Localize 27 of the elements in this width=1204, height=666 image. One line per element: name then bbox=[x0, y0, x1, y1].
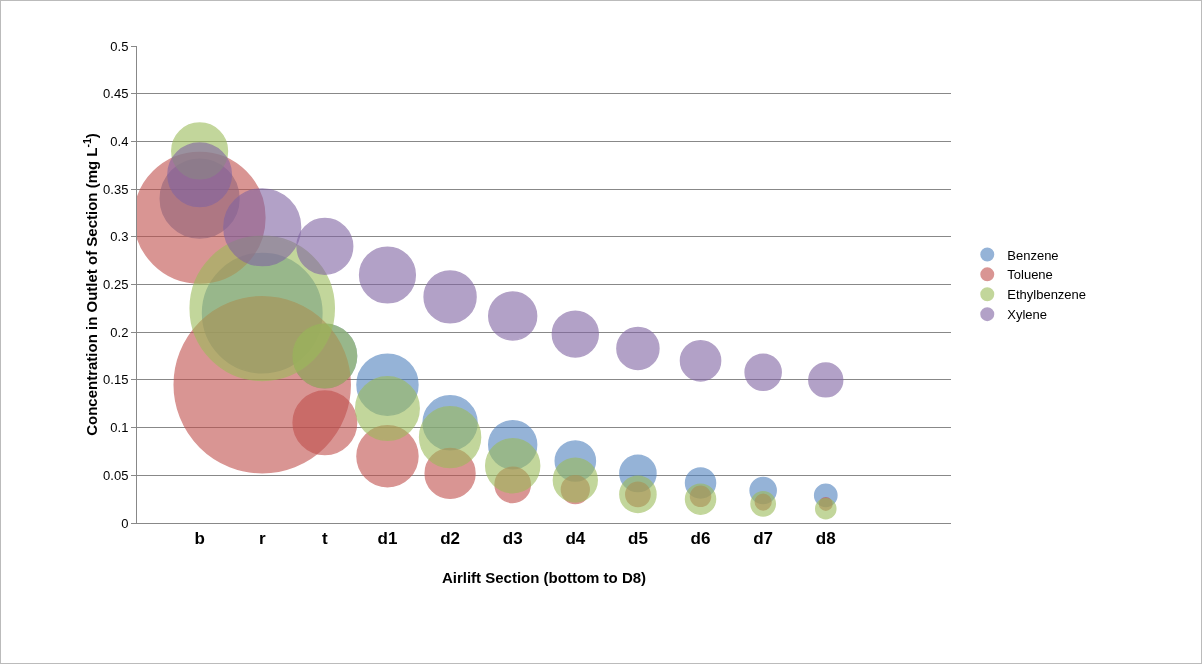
y-tick-label: 0.3 bbox=[110, 229, 129, 245]
y-tick-label: 0.5 bbox=[110, 38, 129, 54]
y-tick-label: 0.45 bbox=[103, 86, 129, 102]
legend-label: Ethylbenzene bbox=[1007, 287, 1087, 303]
x-tick-label: d5 bbox=[628, 529, 648, 549]
y-tick-label: 0.15 bbox=[103, 372, 129, 388]
y-tick-label: 0.2 bbox=[110, 324, 129, 340]
x-tick-label: d3 bbox=[502, 529, 523, 549]
y-tick-label: 0.25 bbox=[103, 277, 129, 293]
y-tick-label: 0 bbox=[121, 515, 129, 531]
legend-label: Xylene bbox=[1007, 307, 1048, 323]
x-tick-label: d8 bbox=[815, 529, 836, 549]
y-tick-label: 0.05 bbox=[103, 467, 129, 483]
x-tick-label: r bbox=[258, 529, 266, 549]
y-tick-label: 0.1 bbox=[110, 420, 129, 436]
x-tick-label: d4 bbox=[565, 529, 586, 549]
y-tick-label: 0.4 bbox=[110, 133, 129, 149]
x-tick-label: t bbox=[322, 529, 329, 549]
x-tick-label: d7 bbox=[753, 529, 774, 549]
x-tick-label: d1 bbox=[377, 529, 398, 549]
legend-label: Benzene bbox=[1007, 247, 1059, 263]
x-axis-title: Airlift Section (bottom to D8) bbox=[441, 569, 647, 587]
y-tick-label: 0.35 bbox=[103, 181, 129, 197]
x-tick-label: b bbox=[194, 529, 205, 549]
legend-label: Toluene bbox=[1007, 267, 1053, 283]
x-tick-label: d2 bbox=[440, 529, 460, 549]
x-tick-label: d6 bbox=[690, 529, 711, 549]
